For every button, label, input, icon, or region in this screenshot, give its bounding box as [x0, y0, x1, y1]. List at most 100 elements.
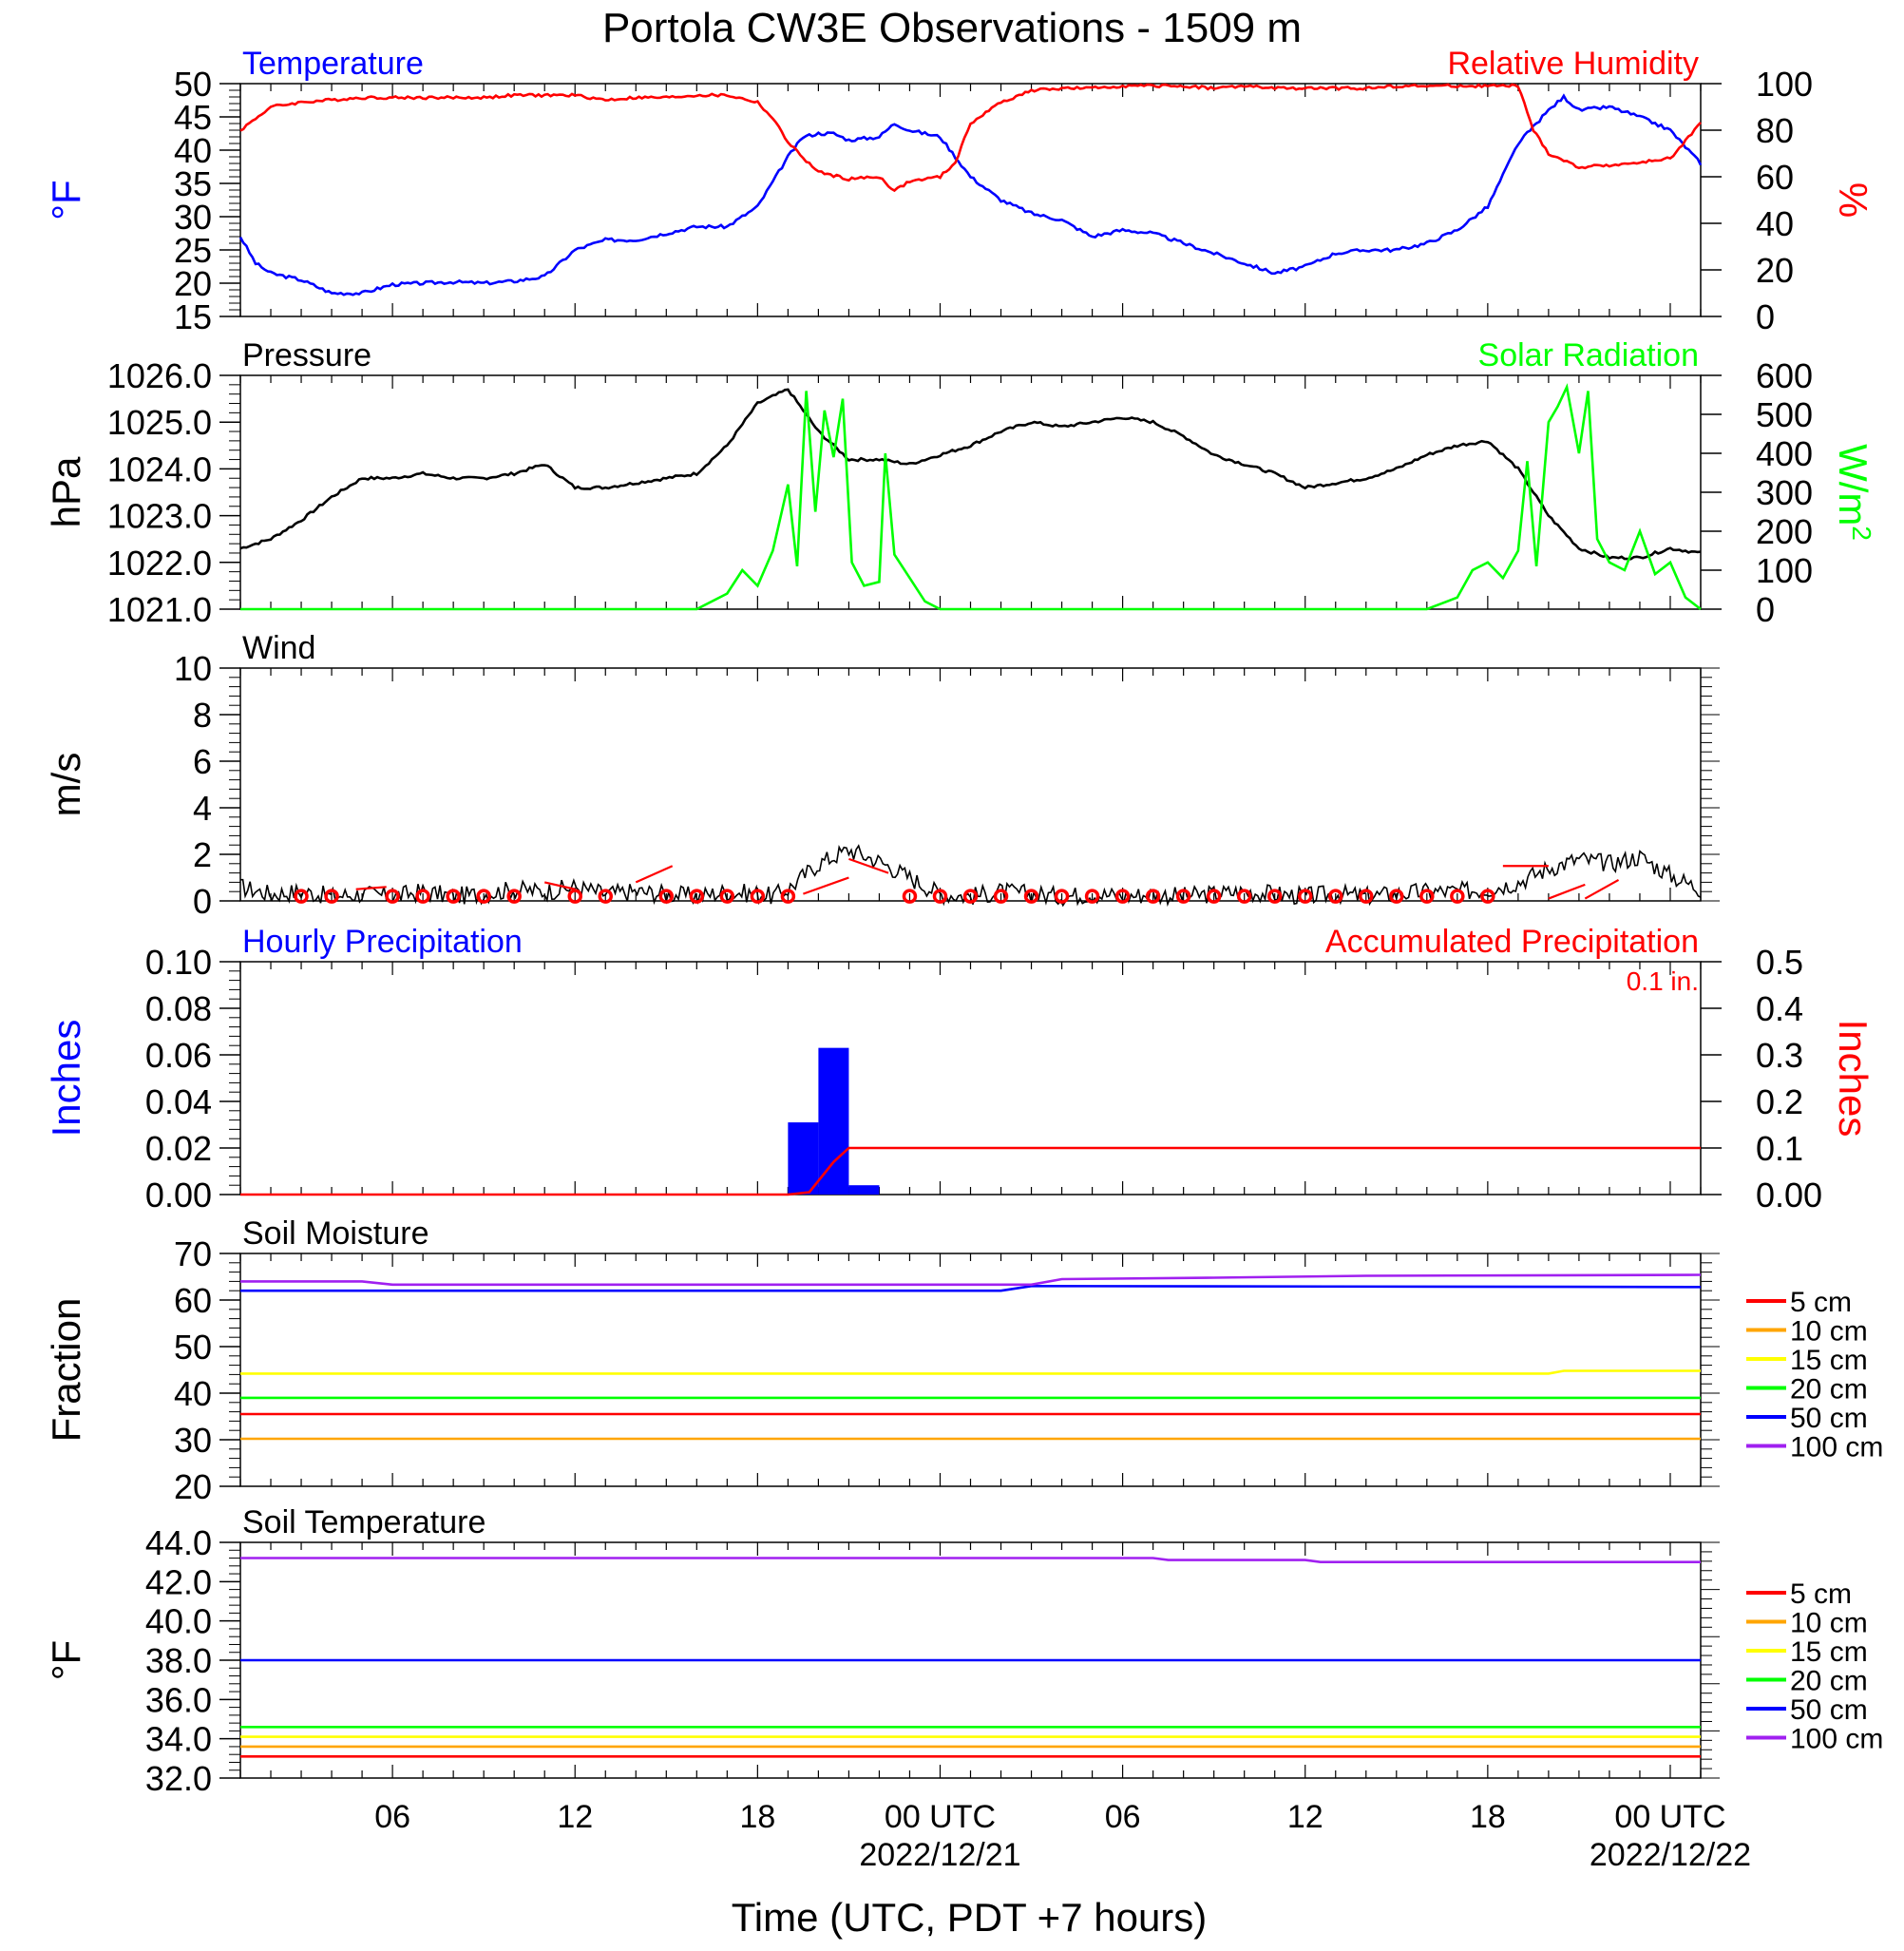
y-tick-label: 20: [174, 264, 212, 303]
wind-barb-calm: [658, 889, 675, 904]
y-tick-label: 15: [174, 297, 212, 336]
x-tick-label: 00 UTC: [885, 1799, 996, 1835]
plot-frame: [239, 1253, 1702, 1487]
wind-barb-calm: [932, 889, 948, 904]
panel-precip: 0.00 0.02 0.04 0.06 0.08 0.10 0.00 0.1 0.2 0.3 0.4…: [44, 924, 1875, 1215]
y2-tick-label: 200: [1756, 512, 1813, 551]
legend-label: 50 cm: [1790, 1694, 1868, 1726]
y-tick-label: 1023.0: [107, 497, 212, 536]
y2-tick-label: 0.5: [1756, 943, 1803, 982]
series-line: [240, 1369, 1701, 1375]
wind-barb-calm: [294, 889, 309, 904]
x-tick-label: 06: [374, 1799, 410, 1835]
wind-barb-calm: [567, 889, 582, 904]
y-axis-label: Inches: [44, 1020, 88, 1138]
legend-label: 50 cm: [1790, 1403, 1868, 1434]
legend-label: 20 cm: [1790, 1374, 1868, 1406]
series-line: [239, 388, 1702, 561]
y-tick-label: 8: [193, 696, 212, 735]
series-line: [240, 1557, 1701, 1563]
y2-tick-label: 0.4: [1756, 989, 1803, 1028]
panel-title-right: Accumulated Precipitation: [1325, 924, 1699, 960]
x-tick-label: 18: [1470, 1799, 1506, 1835]
wind-barb-calm: [719, 889, 735, 904]
accum-precip-line: [240, 1146, 1701, 1196]
accum-note: 0.1 in.: [1627, 966, 1699, 996]
wind-barb-staff: [543, 881, 576, 890]
y-tick-label: 0: [193, 882, 212, 921]
wind-barb-calm: [1419, 889, 1435, 904]
wind-barb-calm: [780, 889, 796, 904]
y2-axis-label: Inches: [1831, 1020, 1875, 1138]
y-tick-label: 44.0: [145, 1523, 212, 1562]
panel-title-left: Wind: [242, 630, 315, 666]
y-tick-label: 60: [174, 1281, 212, 1320]
y2-axis-label: %: [1831, 182, 1875, 218]
series-line: [240, 1284, 1702, 1292]
wind-barb-calm: [750, 889, 766, 904]
panel-soil_temperature: 32.034.036.038.040.042.044.0 Soil Tempera…: [44, 1504, 1883, 1798]
y-tick-label: 1021.0: [107, 590, 212, 629]
wind-barb-calm: [1297, 889, 1313, 904]
wind-barb-calm: [993, 889, 1009, 904]
wind-barb-calm: [446, 889, 461, 904]
y-axis-label: m/s: [44, 753, 88, 817]
y-tick-label: 1026.0: [107, 356, 212, 395]
y-tick-label: 0.10: [145, 943, 212, 982]
y-axis-label: hPa: [44, 456, 88, 527]
legend-label: 10 cm: [1790, 1316, 1868, 1348]
plot-frame: [239, 961, 1702, 1195]
precip-bar: [848, 1185, 880, 1195]
wind-barb-staff: [355, 886, 387, 890]
wind-barb-calm: [1450, 889, 1465, 904]
x-date-label: 2022/12/22: [1590, 1837, 1751, 1873]
panel-soil_moisture: 20 30 40 50 60 70 Soil Moisture Fraction 5 cm10 …: [44, 1215, 1883, 1506]
y-tick-label: 45: [174, 98, 212, 137]
series-line: [240, 383, 1702, 611]
wind-barb-calm: [1480, 889, 1495, 904]
y-tick-label: 0.06: [145, 1036, 212, 1075]
y2-tick-label: 600: [1756, 356, 1813, 395]
wind-barb-calm: [1236, 889, 1252, 904]
legend-label: 20 cm: [1790, 1666, 1868, 1697]
y-tick-label: 1025.0: [107, 403, 212, 442]
y2-tick-label: 60: [1756, 158, 1794, 197]
y-tick-label: 20: [174, 1467, 212, 1506]
y-tick-label: 40: [174, 1374, 212, 1413]
y2-tick-label: 0.3: [1756, 1036, 1803, 1075]
y-axis-label: Fraction: [44, 1298, 88, 1443]
y2-tick-label: 500: [1756, 395, 1813, 434]
legend-label: 5 cm: [1790, 1287, 1852, 1318]
y-tick-label: 50: [174, 65, 212, 104]
y-tick-label: 38.0: [145, 1641, 212, 1680]
y2-tick-label: 0: [1756, 590, 1775, 629]
y2-tick-label: 0.00: [1756, 1176, 1822, 1215]
wind-barb-staff: [848, 857, 889, 874]
y2-tick-label: 300: [1756, 473, 1813, 512]
wind-barb-calm: [1175, 889, 1191, 904]
y-tick-label: 0.00: [145, 1176, 212, 1215]
panel-title-left: Hourly Precipitation: [242, 924, 523, 960]
wind-barb-calm: [1114, 889, 1131, 904]
wind-barb-calm: [1084, 889, 1100, 904]
x-tick-label: 00 UTC: [1614, 1799, 1725, 1835]
y2-tick-label: 0.1: [1756, 1129, 1803, 1168]
y-tick-label: 1024.0: [107, 449, 212, 488]
panel-title-left: Soil Temperature: [242, 1504, 486, 1540]
y-axis-label: °F: [44, 1640, 88, 1680]
y2-tick-label: 80: [1756, 111, 1794, 150]
x-tick-label: 06: [1105, 1799, 1141, 1835]
y-tick-label: 10: [174, 649, 212, 688]
series-line: [238, 93, 1703, 296]
wind-barb-calm: [1206, 889, 1222, 904]
precip-bar: [788, 1122, 819, 1195]
wind-barb-staff: [635, 865, 674, 884]
y-tick-label: 40: [174, 131, 212, 170]
wind-barb-staff: [803, 876, 849, 895]
panel-wind: 0 2 4 6 8 10 Wind m/s: [44, 630, 1720, 921]
wind-barb-calm: [1359, 889, 1374, 904]
y2-tick-label: 20: [1756, 251, 1794, 290]
wind-barb-staff: [1584, 878, 1620, 900]
